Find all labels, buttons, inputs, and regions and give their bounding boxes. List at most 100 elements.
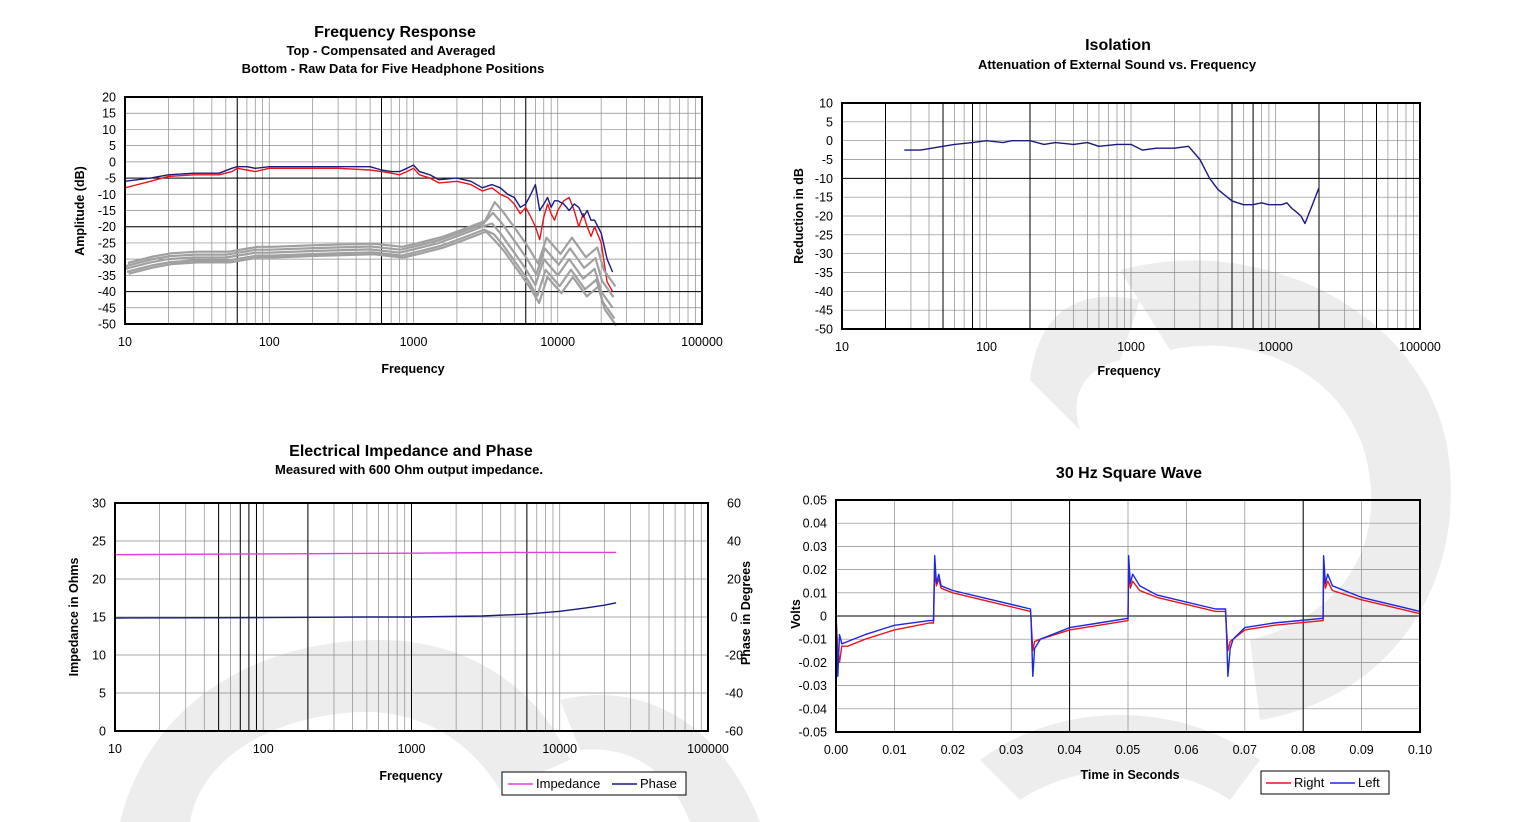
- series-line-right: [835, 568, 1421, 664]
- series-line-raw-position-4: [127, 201, 617, 288]
- y-tick-label: 25: [92, 535, 106, 549]
- y-tick-label: -20: [815, 210, 833, 224]
- x-tick-label: 0.07: [1233, 743, 1257, 757]
- y-tick-label: 10: [819, 97, 833, 111]
- series-line-averaged-navy-: [124, 164, 614, 273]
- y-tick-label: -35: [98, 269, 116, 283]
- y-tick-label: -10: [815, 172, 833, 186]
- y-tick-label: -5: [822, 153, 833, 167]
- y2-tick-label: 0: [731, 611, 738, 625]
- x-tick-label: 10000: [1258, 340, 1293, 354]
- y-tick-label: 10: [92, 649, 106, 663]
- chart-title: Frequency Response: [314, 24, 476, 41]
- plot-frame: [841, 102, 1421, 330]
- series-line-raw-position-1: [124, 222, 614, 309]
- series-line-impedance: [114, 551, 617, 556]
- y-tick-label: 0.03: [803, 540, 827, 554]
- x-tick-label: 10: [835, 340, 849, 354]
- chart-legend: Impedance Phase: [501, 771, 687, 796]
- y2-tick-label: 20: [727, 573, 741, 587]
- y-tick-label: -0.05: [799, 726, 828, 740]
- y2-tick-label: -20: [725, 649, 743, 663]
- y-tick-label: 5: [826, 115, 833, 129]
- x-tick-label: 1000: [400, 335, 428, 349]
- x-tick-label: 1000: [398, 742, 426, 756]
- x-tick-label: 10000: [540, 335, 575, 349]
- x-tick-label: 10: [108, 742, 122, 756]
- y-tick-label: -35: [815, 266, 833, 280]
- y-tick-label: -10: [98, 188, 116, 202]
- y-axis-label: Volts: [789, 599, 803, 629]
- y-tick-label: 0: [109, 155, 116, 169]
- y-tick-label: -40: [98, 285, 116, 299]
- x-tick-label: 0.04: [1057, 743, 1081, 757]
- y-tick-label: -20: [98, 220, 116, 234]
- y2-tick-label: 40: [727, 535, 741, 549]
- y-tick-label: 0.02: [803, 563, 827, 577]
- y-tick-label: -5: [105, 172, 116, 186]
- legend-label-phase: Phase: [640, 776, 677, 791]
- legend-label-impedance: Impedance: [536, 776, 600, 791]
- y-axis-label: Amplitude (dB): [73, 166, 87, 256]
- x-tick-label: 100000: [687, 742, 729, 756]
- plot-grid: [842, 102, 1420, 330]
- watermark-logo-icon: [120, 260, 1451, 822]
- y-tick-label: -15: [98, 204, 116, 218]
- y-tick-label: -25: [815, 228, 833, 242]
- y-tick-label: 0.04: [803, 517, 827, 531]
- y-tick-label: -0.02: [799, 656, 828, 670]
- plot-grid: [125, 96, 702, 325]
- chart-subtitle-line-2: Bottom - Raw Data for Five Headphone Pos…: [242, 61, 545, 76]
- x-tick-label: 100000: [681, 335, 723, 349]
- x-tick-label: 0.00: [824, 743, 848, 757]
- series-line-raw-position-2: [125, 211, 615, 298]
- y-tick-label: -45: [98, 301, 116, 315]
- y-tick-label: 15: [92, 611, 106, 625]
- y-tick-label: 20: [102, 91, 116, 105]
- square-wave-chart: 30 Hz Square Wave Time in Seconds Volts …: [789, 465, 1432, 795]
- x-tick-label: 0.06: [1174, 743, 1198, 757]
- y-tick-label: 0: [820, 610, 827, 624]
- series-line-phase: [114, 602, 617, 619]
- legend-label-left: Left: [1358, 775, 1380, 790]
- x-axis-label: Frequency: [1097, 364, 1160, 378]
- y-tick-label: -25: [98, 236, 116, 250]
- legend-label-right: Right: [1294, 775, 1325, 790]
- x-axis-label: Frequency: [381, 362, 444, 376]
- chart-subtitle-line-1: Attenuation of External Sound vs. Freque…: [978, 57, 1257, 72]
- series-line-left: [835, 555, 1421, 677]
- y-tick-label: -30: [815, 247, 833, 261]
- plot-frame: [124, 96, 703, 325]
- y-tick-label: 30: [92, 497, 106, 511]
- x-tick-label: 10000: [542, 742, 577, 756]
- y2-tick-label: 60: [727, 497, 741, 511]
- y-tick-label: 15: [102, 107, 116, 121]
- series-line-compensated-red-: [124, 167, 614, 292]
- y-tick-label: -0.01: [799, 633, 828, 647]
- isolation-chart: Isolation Attenuation of External Sound …: [792, 37, 1441, 378]
- y-tick-label: 5: [99, 687, 106, 701]
- y2-tick-label: -60: [725, 725, 743, 739]
- x-tick-label: 1000: [1117, 340, 1145, 354]
- y-tick-label: -0.04: [799, 702, 828, 716]
- y-tick-label: 0.01: [803, 586, 827, 600]
- chart-subtitle-line-1: Top - Compensated and Averaged: [287, 43, 496, 58]
- chart-title: Isolation: [1085, 37, 1151, 54]
- y-tick-label: 20: [92, 573, 106, 587]
- x-tick-label: 0.03: [999, 743, 1023, 757]
- x-tick-label: 100: [976, 340, 997, 354]
- x-tick-label: 0.02: [941, 743, 965, 757]
- x-tick-label: 0.10: [1408, 743, 1432, 757]
- series-line-isolation: [904, 139, 1320, 225]
- y-tick-label: -50: [98, 318, 116, 332]
- frequency-response-chart: Frequency Response Top - Compensated and…: [73, 24, 723, 376]
- y-tick-label: 10: [102, 123, 116, 137]
- x-tick-label: 100000: [1399, 340, 1441, 354]
- y-tick-label: -45: [815, 304, 833, 318]
- plot-frame: [114, 502, 709, 732]
- y-tick-label: 0: [99, 725, 106, 739]
- series-line-raw-position-5: [128, 230, 618, 327]
- y-tick-label: 5: [109, 139, 116, 153]
- x-tick-label: 0.05: [1116, 743, 1140, 757]
- chart-title: Electrical Impedance and Phase: [289, 443, 533, 460]
